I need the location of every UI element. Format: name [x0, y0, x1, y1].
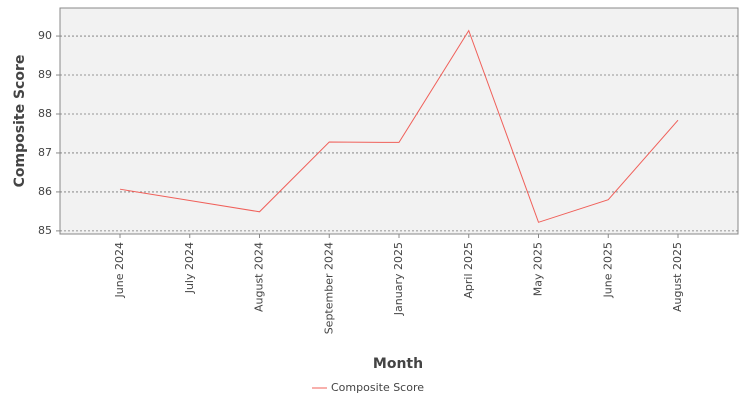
- y-tick-label: 90: [38, 29, 52, 42]
- x-tick-label: July 2024: [183, 242, 196, 294]
- x-tick-label: August 2025: [671, 242, 684, 312]
- y-tick-label: 85: [38, 224, 52, 237]
- y-tick-label: 86: [38, 185, 52, 198]
- series-line: [119, 29, 679, 223]
- x-tick-label: January 2025: [392, 242, 405, 316]
- x-tick-label: August 2024: [253, 242, 266, 312]
- y-tick-label: 87: [38, 146, 52, 159]
- legend-label: Composite Score: [331, 381, 424, 394]
- x-tick-label: September 2024: [322, 242, 335, 334]
- x-tick-label: June 2025: [601, 242, 614, 298]
- x-tick-label: June 2024: [113, 242, 126, 298]
- x-tick-label: May 2025: [532, 242, 545, 296]
- y-tick-label: 88: [38, 107, 52, 120]
- plot-area: [59, 7, 739, 235]
- x-tick-label: April 2025: [462, 242, 475, 299]
- y-tick-label: 89: [38, 68, 52, 81]
- y-axis-title: Composite Score: [12, 55, 28, 188]
- x-axis-title: Month: [373, 356, 423, 372]
